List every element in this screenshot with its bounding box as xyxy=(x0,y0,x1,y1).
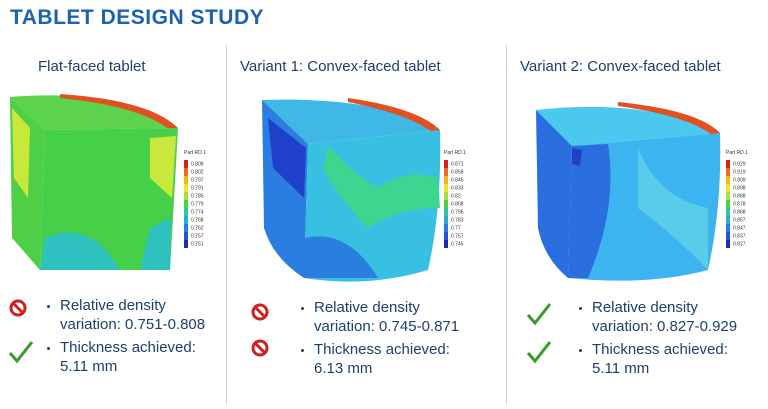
legend-swatch xyxy=(184,168,188,176)
legend-swatch xyxy=(444,240,448,248)
legend-swatch xyxy=(184,240,188,248)
bullet: Relative density variation: 0.745-0.871 xyxy=(314,298,464,336)
bullet: Relative density variation: 0.827-0.929 xyxy=(592,298,742,336)
legend-swatch xyxy=(184,176,188,184)
legend-swatch xyxy=(184,216,188,224)
legend-swatch xyxy=(184,232,188,240)
legend-swatch xyxy=(444,176,448,184)
legend-swatch xyxy=(726,200,730,208)
legend-swatch xyxy=(726,232,730,240)
contour-plot: Part RD.1 0.929 0.919 0.909 0.898 0.888 0.878 0… xyxy=(536,102,748,281)
legend-swatch xyxy=(444,184,448,192)
slide-title: TABLET DESIGN STUDY xyxy=(10,6,265,29)
legend-label: 0.878 xyxy=(733,201,746,207)
legend-swatch xyxy=(184,224,188,232)
legend-swatch xyxy=(184,200,188,208)
legend-swatch xyxy=(444,192,448,200)
legend-label: 0.757 xyxy=(191,233,204,239)
legend-label: 0.808 xyxy=(191,161,204,167)
pass-icon xyxy=(8,341,34,364)
legend-label: 0.868 xyxy=(733,209,746,215)
legend-label: 0.797 xyxy=(191,177,204,183)
legend-swatch xyxy=(444,208,448,216)
legend-label: 0.898 xyxy=(733,185,746,191)
legend-label: 0.791 xyxy=(191,185,204,191)
legend-label: 0.857 xyxy=(733,217,746,223)
legend-swatch xyxy=(184,160,188,168)
panel-heading: Variant 1: Convex-faced tablet xyxy=(240,58,441,75)
legend-swatch xyxy=(444,160,448,168)
legend-swatch xyxy=(726,208,730,216)
legend-label: 0.845 xyxy=(451,177,464,183)
legend-label: 0.888 xyxy=(733,193,746,199)
legend-swatch xyxy=(726,224,730,232)
legend-label: 0.751 xyxy=(191,241,204,247)
bullet-list: Relative density variation: 0.751-0.808 … xyxy=(40,296,210,380)
legend-swatch xyxy=(444,232,448,240)
legend-swatch xyxy=(726,176,730,184)
legend-label: 0.785 xyxy=(191,193,204,199)
fail-icon xyxy=(9,299,27,317)
legend-swatch xyxy=(726,184,730,192)
legend-swatch xyxy=(726,192,730,200)
legend-label: 0.847 xyxy=(733,225,746,231)
bullet: Thickness achieved: 5.11 mm xyxy=(592,340,742,378)
legend-label: 0.919 xyxy=(733,169,746,175)
legend-title: Part RD.1 xyxy=(444,150,466,156)
legend-swatch xyxy=(726,168,730,176)
pass-icon xyxy=(526,341,552,364)
legend-label: 0.837 xyxy=(733,233,746,239)
legend-label: 0.77 xyxy=(451,225,461,231)
legend-label: 0.82 xyxy=(451,193,461,199)
panel-heading: Variant 2: Convex-faced tablet xyxy=(520,58,721,75)
legend-label: 0.929 xyxy=(733,161,746,167)
panel-heading: Flat-faced tablet xyxy=(38,58,146,75)
legend-label: 0.796 xyxy=(451,209,464,215)
legend-label: 0.745 xyxy=(451,241,464,247)
separator xyxy=(506,45,507,405)
legend-title: Part RD.1 xyxy=(184,150,206,156)
legend-label: 0.768 xyxy=(191,217,204,223)
legend-label: 0.762 xyxy=(191,225,204,231)
bullet: Thickness achieved: 6.13 mm xyxy=(314,340,464,378)
bullet-list: Relative density variation: 0.827-0.929 … xyxy=(572,298,742,382)
legend-label: 0.871 xyxy=(451,161,464,167)
legend-label: 0.802 xyxy=(191,169,204,175)
legend-swatch xyxy=(444,216,448,224)
bullet-list: Relative density variation: 0.745-0.871 … xyxy=(294,298,464,382)
legend-swatch xyxy=(444,224,448,232)
legend-swatch xyxy=(726,216,730,224)
legend-swatch xyxy=(726,160,730,168)
legend-swatch xyxy=(184,208,188,216)
legend-swatch xyxy=(726,240,730,248)
contour-plot: Part RD.1 0.808 0.802 0.797 0.791 0.785 0.779 0… xyxy=(10,94,206,270)
bullet: Relative density variation: 0.751-0.808 xyxy=(60,296,210,334)
legend-swatch xyxy=(184,192,188,200)
legend-swatch xyxy=(184,184,188,192)
legend-swatch xyxy=(444,168,448,176)
legend-swatch xyxy=(444,200,448,208)
legend-label: 0.779 xyxy=(191,201,204,207)
bullet: Thickness achieved: 5.11 mm xyxy=(60,338,210,376)
legend-label: 0.833 xyxy=(451,185,464,191)
separator xyxy=(226,45,227,405)
legend-label: 0.827 xyxy=(733,241,746,247)
fail-icon xyxy=(251,303,269,321)
contour-plot: Part RD.1 0.871 0.858 0.845 0.833 0.82 0.808 0.… xyxy=(262,98,466,282)
legend-label: 0.774 xyxy=(191,209,204,215)
legend-label: 0.783 xyxy=(451,217,464,223)
legend-label: 0.858 xyxy=(451,169,464,175)
legend-label: 0.808 xyxy=(451,201,464,207)
pass-icon xyxy=(526,303,552,326)
legend-label: 0.757 xyxy=(451,233,464,239)
fail-icon xyxy=(251,339,269,357)
legend-title: Part RD.1 xyxy=(726,150,748,156)
legend-label: 0.909 xyxy=(733,177,746,183)
